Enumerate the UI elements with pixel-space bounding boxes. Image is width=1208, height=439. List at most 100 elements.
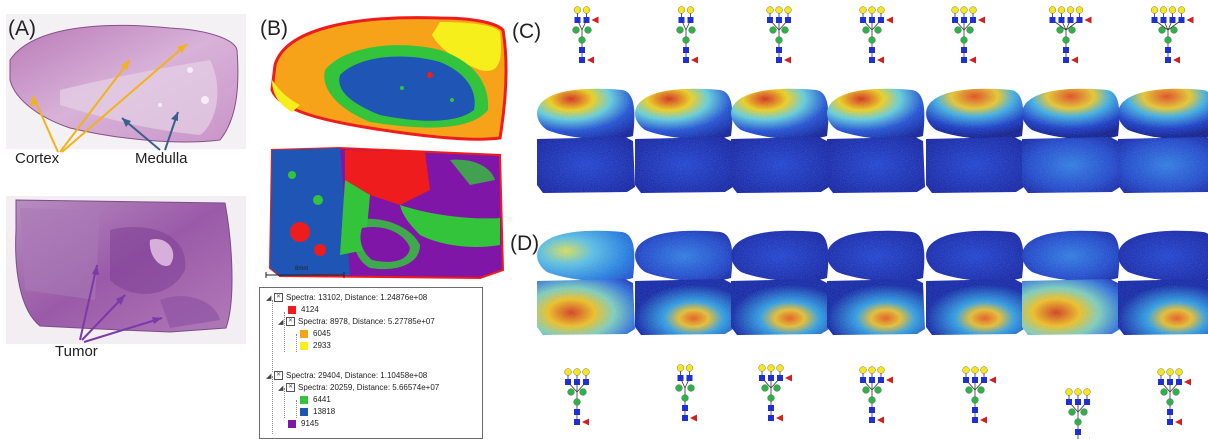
glycan-mannose-circle: [954, 26, 962, 34]
glycan-galactose-circle: [676, 364, 685, 372]
tree-connector: [296, 400, 297, 418]
glycan-hexnac-square: [972, 417, 978, 423]
tissue-heat-texture: [926, 137, 1024, 193]
glycan-fucose-triangle: [690, 414, 697, 422]
glycan-mannose-circle: [1166, 398, 1174, 406]
glycan-hexnac-square: [1049, 17, 1056, 23]
panel-a-label: (A): [8, 17, 36, 40]
glycan-mannose-circle: [769, 26, 777, 34]
tumor-heatmap: [731, 137, 829, 193]
glycan-galactose-circle: [962, 366, 970, 374]
glycan-hexnac-square: [759, 375, 765, 381]
tree-leaf: 2933: [290, 340, 331, 351]
tumor-heatmap: [1118, 137, 1208, 193]
cortex-heatmap: [635, 88, 733, 140]
cortex-heatmap: [731, 88, 829, 140]
glycan-hexnac-square: [687, 17, 694, 23]
node-checkbox-icon[interactable]: ✕: [274, 371, 283, 381]
node-checkbox-icon[interactable]: ✕: [286, 383, 295, 393]
glycan-galactose-circle: [1168, 6, 1177, 14]
glycan-hexnac-square: [869, 17, 875, 23]
tree-node[interactable]: ◢ ✕ Spectra: 8978, Distance: 5.27785e+07: [278, 316, 435, 327]
cortex-heatmap: [926, 88, 1024, 140]
glycan-hexnac-square: [1167, 379, 1173, 385]
glycan-hexnac-square: [1067, 17, 1074, 23]
glycan-hexnac-square: [776, 47, 782, 53]
glycan-mannose-circle: [1068, 26, 1076, 34]
glycan-mannose-circle: [868, 36, 876, 44]
glycan-structure-icon: [766, 6, 792, 64]
glycan-galactose-circle: [758, 364, 766, 372]
cluster-color-swatch: [300, 395, 308, 404]
glycan-hexnac-square: [1151, 17, 1158, 23]
tree-leaf: 13818: [290, 406, 335, 417]
cortex-heatmap: [1022, 88, 1120, 140]
glycan-galactose-circle: [868, 6, 876, 14]
glycan-hexnac-square: [869, 47, 875, 53]
glycan-fucose-triangle: [877, 416, 884, 424]
glycan-mannose-circle: [874, 26, 882, 34]
glycan-mannose-circle: [781, 26, 789, 34]
glycan-galactose-circle: [980, 366, 988, 374]
tree-row-label: 9145: [301, 419, 319, 428]
cortex-heatmap: [537, 88, 635, 140]
tree-node[interactable]: ◢ ✕ Spectra: 20259, Distance: 5.66574e+07: [278, 382, 439, 393]
expand-triangle-icon[interactable]: ◢: [278, 319, 284, 326]
glycan-hexnac-square: [972, 377, 978, 383]
glycan-mannose-circle: [682, 36, 690, 44]
glycan-galactose-circle: [573, 6, 582, 14]
glycan-hexnac-square: [981, 377, 987, 383]
glycan-mannose-circle: [675, 384, 683, 392]
glycan-galactose-circle: [582, 6, 591, 14]
tissue-heat-texture: [827, 137, 925, 193]
glycan-hexnac-square: [860, 377, 866, 383]
glycan-galactose-circle: [1066, 6, 1075, 14]
glycan-hexnac-square: [583, 17, 590, 23]
glycan-fucose-triangle: [784, 56, 791, 64]
tree-connector: [272, 300, 273, 372]
glycan-mannose-circle: [1068, 408, 1076, 416]
tissue-heat-texture: [926, 279, 1024, 335]
glycan-hexnac-square: [961, 17, 967, 23]
tissue-heat-texture: [827, 230, 925, 282]
tree-node[interactable]: ◢ ✕ Spectra: 13102, Distance: 1.24876e+08: [266, 292, 427, 303]
glycan-structure-icon: [676, 6, 698, 64]
glycan-mannose-circle: [578, 36, 586, 44]
tissue-heat-texture: [1118, 279, 1208, 335]
glycan-mannose-circle: [966, 26, 974, 34]
glycan-galactose-circle: [1157, 368, 1165, 376]
tissue-heat-texture: [1022, 279, 1120, 335]
cortex-heatmap: [1118, 88, 1208, 140]
tumor-heatmap: [1022, 279, 1120, 335]
expand-triangle-icon[interactable]: ◢: [266, 373, 272, 380]
node-checkbox-icon[interactable]: ✕: [274, 293, 283, 303]
glycan-galactose-circle: [1065, 388, 1073, 396]
glycan-mannose-circle: [960, 36, 968, 44]
glycan-mannose-circle: [1164, 36, 1172, 44]
tumor-label: Tumor: [55, 343, 98, 360]
glycan-fucose-triangle: [1071, 56, 1078, 64]
glycan-mannose-circle: [579, 388, 587, 396]
kidney-heatmap: [827, 230, 925, 282]
node-checkbox-icon[interactable]: ✕: [286, 317, 295, 327]
tree-leaf: 4124: [278, 304, 319, 315]
glycan-mannose-circle: [567, 388, 575, 396]
tumor-heatmap: [926, 279, 1024, 335]
tissue-heat-texture: [537, 230, 635, 282]
glycan-hexnac-square: [869, 377, 875, 383]
glycan-mannose-circle: [874, 386, 882, 394]
tumor-heatmap: [926, 137, 1024, 193]
glycan-fucose-triangle: [969, 56, 976, 64]
expand-triangle-icon[interactable]: ◢: [278, 385, 284, 392]
tree-row-label: 2933: [313, 341, 331, 350]
glycan-fucose-triangle: [776, 414, 783, 422]
glycan-mannose-circle: [1062, 36, 1070, 44]
glycan-galactose-circle: [859, 366, 867, 374]
medulla-label: Medulla: [135, 150, 188, 167]
glycan-hexnac-square: [677, 375, 684, 381]
expand-triangle-icon[interactable]: ◢: [266, 295, 272, 302]
glycan-hexnac-square: [768, 415, 774, 421]
tree-node[interactable]: ◢ ✕ Spectra: 29404, Distance: 1.10458e+08: [266, 370, 427, 381]
tree-row-label: 13818: [313, 407, 336, 416]
